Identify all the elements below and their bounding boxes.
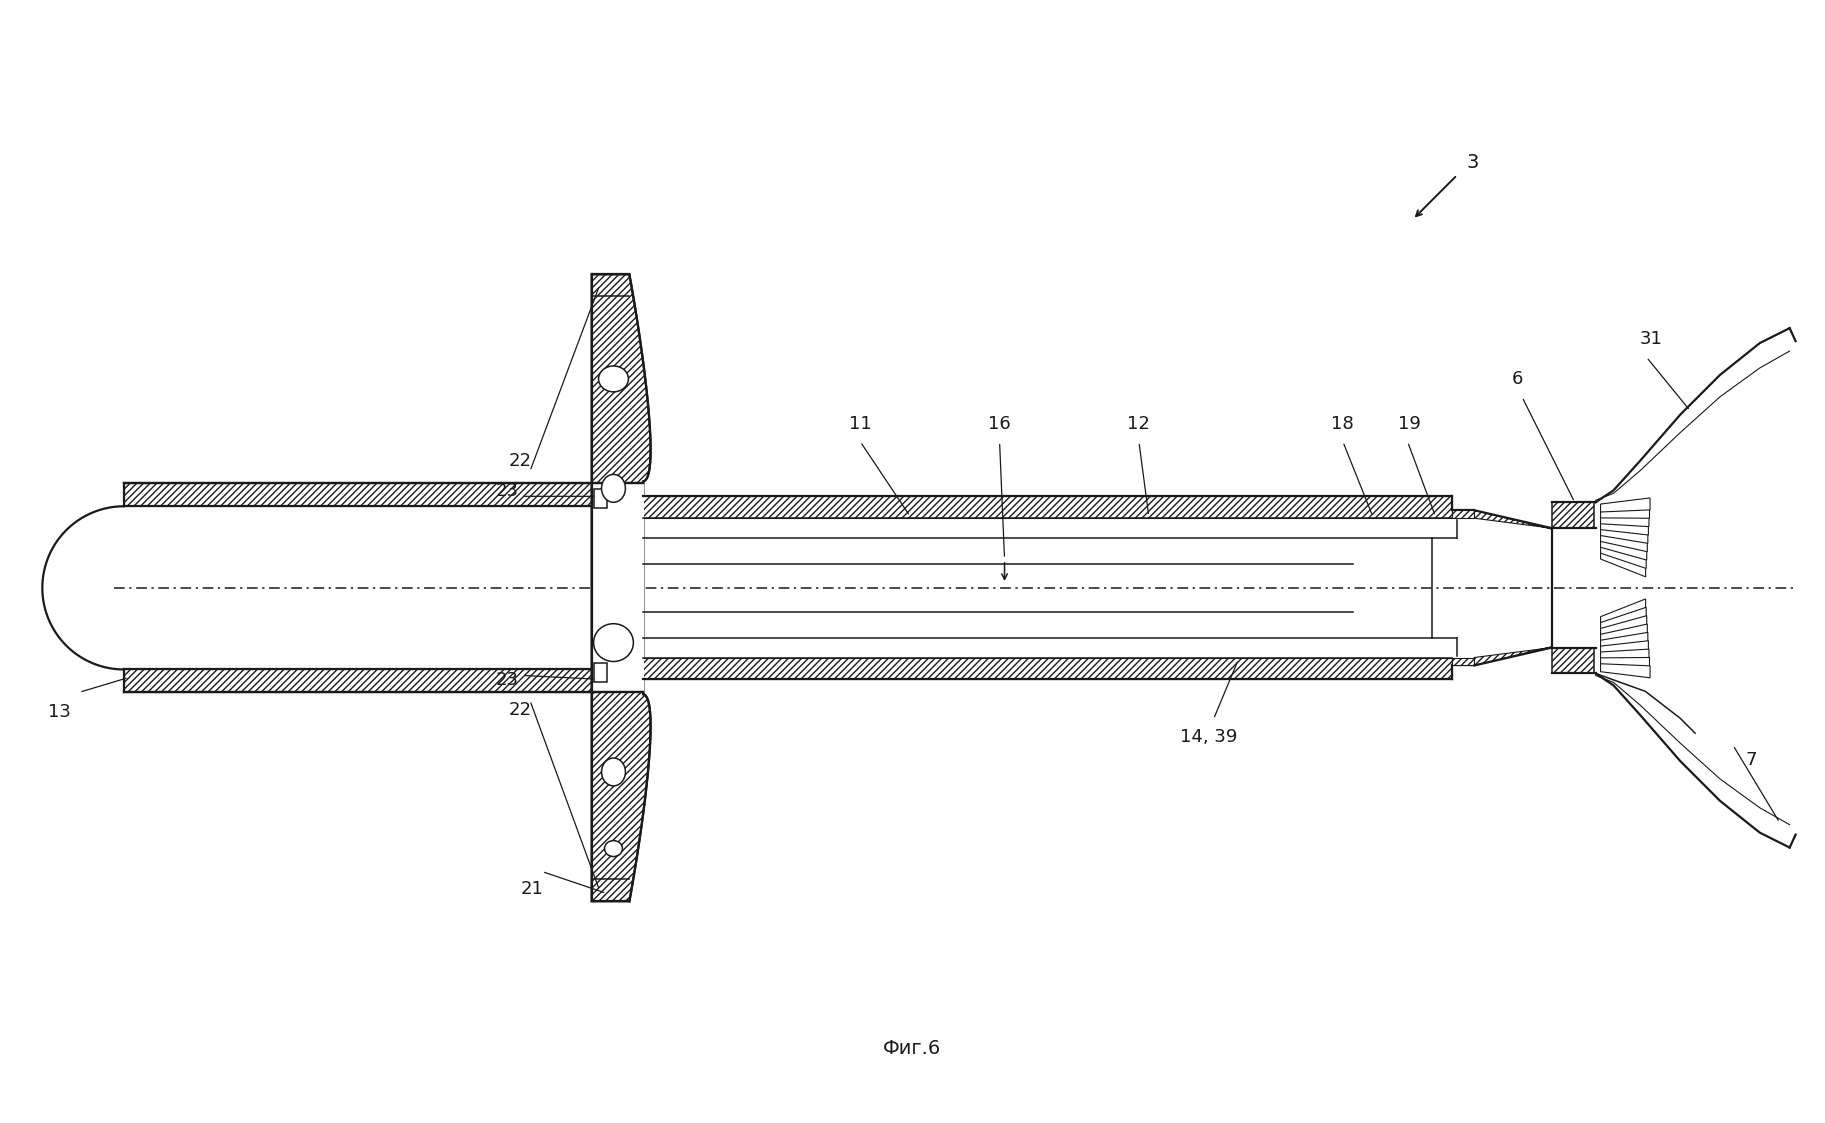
Bar: [1453, 510, 1475, 518]
Polygon shape: [591, 274, 650, 902]
Bar: [644, 496, 1453, 518]
Polygon shape: [1601, 497, 1650, 512]
Bar: [644, 658, 1453, 679]
Bar: [644, 496, 1453, 518]
Text: 22: 22: [509, 453, 531, 471]
Text: 7: 7: [1745, 751, 1757, 769]
Bar: [591, 483, 644, 693]
Polygon shape: [1601, 545, 1646, 568]
Polygon shape: [1601, 641, 1648, 654]
Polygon shape: [1601, 664, 1650, 678]
Polygon shape: [1601, 599, 1646, 624]
Polygon shape: [1601, 528, 1648, 544]
Text: 22: 22: [509, 701, 531, 719]
Text: 21: 21: [520, 880, 544, 898]
Bar: [124, 669, 591, 693]
Bar: [593, 490, 606, 509]
Bar: [593, 664, 606, 683]
Bar: [644, 658, 1453, 679]
Bar: [1551, 502, 1593, 528]
Polygon shape: [1601, 657, 1650, 669]
Polygon shape: [1475, 647, 1551, 666]
Bar: [1551, 648, 1593, 674]
Polygon shape: [1475, 510, 1551, 529]
Bar: [124, 483, 591, 506]
Polygon shape: [1601, 551, 1646, 577]
Ellipse shape: [602, 758, 626, 786]
Text: 16: 16: [987, 414, 1011, 432]
Text: 13: 13: [47, 703, 71, 721]
Polygon shape: [1601, 624, 1648, 642]
Polygon shape: [1601, 649, 1650, 661]
Bar: [1453, 658, 1475, 666]
Text: 6: 6: [1511, 369, 1522, 387]
Text: 14, 39: 14, 39: [1179, 728, 1237, 746]
Bar: [1453, 658, 1475, 666]
Polygon shape: [1601, 615, 1646, 637]
Text: 23: 23: [496, 483, 518, 501]
Polygon shape: [1601, 632, 1648, 648]
Text: 3: 3: [1465, 154, 1478, 173]
Ellipse shape: [593, 623, 633, 661]
Text: 23: 23: [496, 672, 518, 690]
Text: 19: 19: [1398, 414, 1422, 432]
Text: 31: 31: [1641, 330, 1663, 348]
Ellipse shape: [602, 474, 626, 502]
Polygon shape: [1601, 506, 1650, 518]
Bar: [1551, 502, 1593, 528]
Polygon shape: [1601, 539, 1646, 560]
Text: 11: 11: [849, 414, 872, 432]
Bar: [124, 669, 591, 693]
Text: Фиг.6: Фиг.6: [883, 1039, 942, 1058]
Ellipse shape: [604, 841, 622, 857]
Polygon shape: [1601, 533, 1648, 551]
Ellipse shape: [599, 366, 628, 392]
Text: 12: 12: [1128, 414, 1150, 432]
Text: 18: 18: [1332, 414, 1354, 432]
Polygon shape: [1601, 608, 1646, 630]
Bar: [1453, 510, 1475, 518]
Bar: [124, 483, 591, 506]
Bar: [1551, 648, 1593, 674]
Polygon shape: [1601, 514, 1650, 527]
Polygon shape: [1601, 522, 1648, 535]
